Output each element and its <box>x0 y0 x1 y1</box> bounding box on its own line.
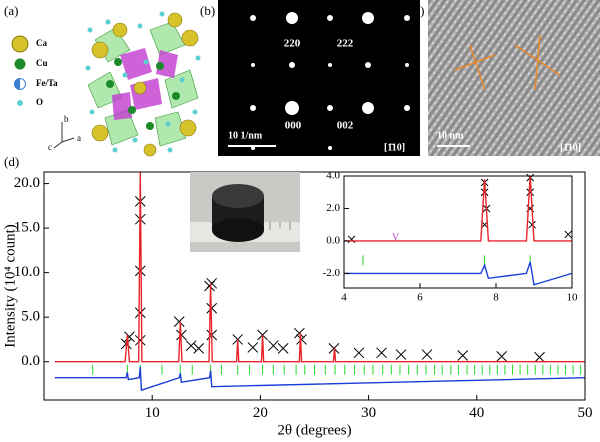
x-tick-label: 20 <box>253 405 268 421</box>
legend-label: O <box>36 97 43 107</box>
observed-point <box>457 350 469 361</box>
legend-label: Fe/Ta <box>36 78 58 88</box>
x-tick-label: 6 <box>417 291 423 303</box>
y-tick-label: 0.0 <box>326 234 340 246</box>
spot-label: 222 <box>337 38 354 50</box>
y-tick-label: 5.0 <box>21 309 40 325</box>
x-axis-label: 2θ (degrees) <box>277 422 351 438</box>
observed-point <box>293 327 305 339</box>
observed-point <box>277 342 289 354</box>
y-tick-label: 20.0 <box>14 175 40 191</box>
y-tick-label: 15.0 <box>14 220 40 236</box>
y-tick-label: 2.0 <box>326 202 340 214</box>
observed-point <box>353 347 365 359</box>
x-tick-label: 10 <box>145 405 160 421</box>
observed-point <box>134 334 146 346</box>
axis-letter: b <box>64 114 69 124</box>
y-tick-label: 10.0 <box>14 264 40 280</box>
y-tick-label: -2.0 <box>323 267 341 279</box>
inset-background <box>344 176 572 288</box>
observed-point <box>185 340 197 352</box>
legend-label: Cu <box>36 58 48 68</box>
spot-label: 000 <box>285 120 302 132</box>
main-chart: 10 20 30 40 50 0.0 5.0 10.0 15.0 20.0 2θ (degrees)… <box>2 171 593 438</box>
legend-ca <box>11 35 29 53</box>
panel-c: (c) 10 nm [1̄10] <box>410 0 600 156</box>
panel-label: (a) <box>4 3 18 18</box>
scale-bar-label: 10 nm <box>437 130 464 141</box>
spot-label: 002 <box>337 120 354 132</box>
observed-point <box>247 342 259 353</box>
crystal-structure <box>85 11 201 157</box>
zone-axis: [1̄10] <box>560 142 581 153</box>
observed-point <box>268 340 279 352</box>
legend-o <box>17 100 23 106</box>
plot-frame <box>343 175 573 289</box>
observed-point <box>134 265 146 277</box>
x-tick-label: 8 <box>493 291 499 303</box>
observed-point <box>496 351 508 362</box>
hrtem-image <box>428 0 600 156</box>
observed-point <box>124 331 135 343</box>
panel-b: (b) 220 222 000 002 10 1/nm [1̄10] <box>200 0 420 156</box>
scale-bar-label: 10 1/nm <box>228 130 263 141</box>
diffraction-spots <box>250 12 410 150</box>
observed-point <box>480 188 489 197</box>
observed-point <box>528 220 536 229</box>
axes-arrows <box>53 122 75 149</box>
observed-point <box>526 188 535 197</box>
data-line <box>344 175 572 242</box>
lattice-marks <box>454 34 561 91</box>
observed-point <box>347 235 356 244</box>
panel-label: (c) <box>410 3 424 18</box>
inset-chart: 4 6 8 10 -2.0 0.0 2.0 4.0 V <box>323 170 578 304</box>
observed-point <box>376 347 387 359</box>
sample-photo <box>190 172 300 252</box>
observed-point <box>534 351 545 363</box>
data-line <box>54 171 585 363</box>
observed-point <box>206 277 218 289</box>
annotation: V <box>392 232 400 243</box>
panel-label: (d) <box>4 154 19 169</box>
observed-point <box>421 349 433 360</box>
x-tick-label: 4 <box>341 291 347 303</box>
panel-label: (b) <box>200 3 215 18</box>
observed-point <box>296 334 307 345</box>
diffraction-image <box>218 0 420 156</box>
observed-point <box>564 230 573 239</box>
x-tick-label: 10 <box>567 291 579 303</box>
legend-feta <box>14 78 26 90</box>
y-tick-label: 4.0 <box>326 170 340 182</box>
zone-axis: [1̄10] <box>384 142 405 153</box>
observed-point <box>134 307 146 319</box>
observed-point <box>193 342 205 354</box>
spot-label: 220 <box>284 38 301 50</box>
x-tick-label: 30 <box>361 405 376 421</box>
panel-a: (a) Ca Cu Fe/Ta O b c a <box>4 3 201 157</box>
axis-letter: c <box>48 142 52 152</box>
y-tick-label: 0.0 <box>21 353 40 369</box>
x-tick-label: 50 <box>578 405 593 421</box>
data-line <box>54 366 586 392</box>
y-axis-label: Intensity (10⁴ count) <box>2 224 18 348</box>
observed-point <box>395 349 407 360</box>
plot-frame <box>43 171 586 401</box>
observed-point <box>173 316 185 327</box>
x-tick-label: 40 <box>469 405 484 421</box>
axis-letter: a <box>77 133 81 143</box>
legend-cu <box>14 58 26 70</box>
legend-label: Ca <box>36 38 47 48</box>
data-line <box>344 261 573 286</box>
